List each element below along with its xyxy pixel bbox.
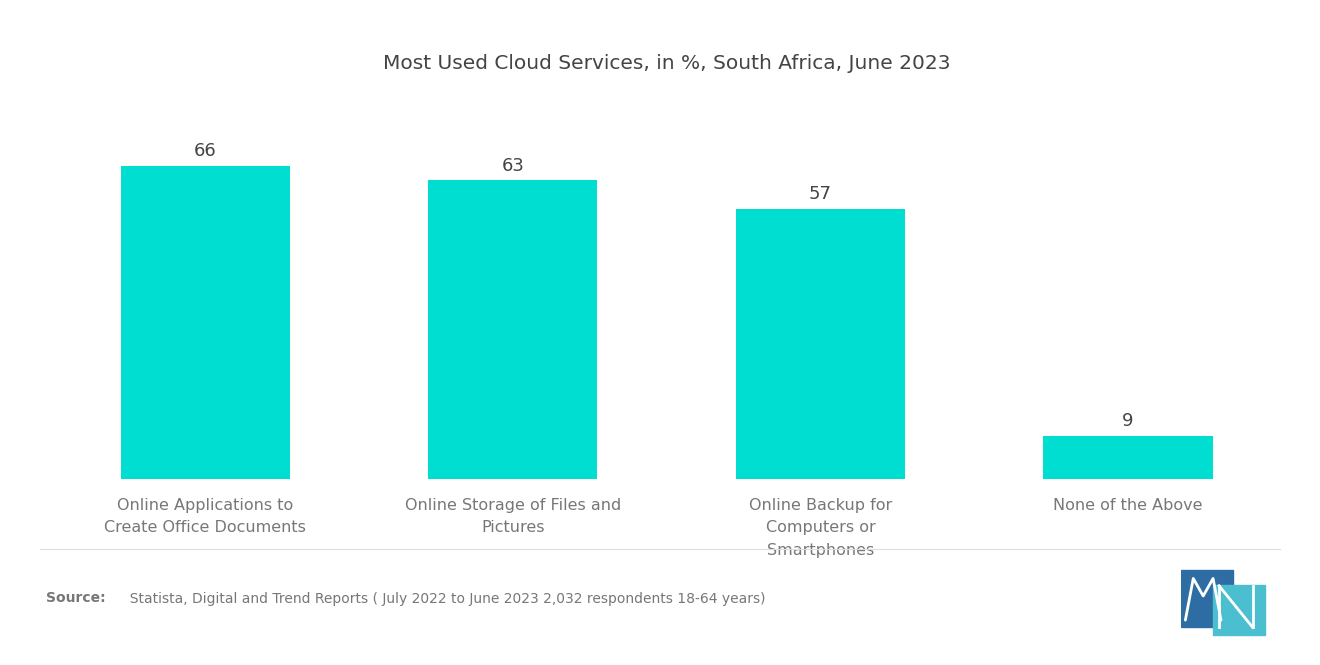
Text: 63: 63 bbox=[502, 157, 524, 175]
Bar bbox=[1043, 436, 1213, 479]
Text: 57: 57 bbox=[809, 185, 832, 203]
Text: Statista, Digital and Trend Reports ( July 2022 to June 2023 2,032 respondents 1: Statista, Digital and Trend Reports ( Ju… bbox=[121, 591, 766, 606]
Bar bbox=[735, 209, 906, 479]
Bar bbox=[120, 166, 290, 479]
Text: 66: 66 bbox=[194, 142, 216, 160]
Text: Source:: Source: bbox=[46, 591, 106, 606]
Text: 9: 9 bbox=[1122, 412, 1134, 430]
Bar bbox=[1213, 585, 1265, 634]
Bar bbox=[428, 180, 598, 479]
Title: Most Used Cloud Services, in %, South Africa, June 2023: Most Used Cloud Services, in %, South Af… bbox=[383, 54, 950, 73]
Bar bbox=[1181, 571, 1233, 628]
